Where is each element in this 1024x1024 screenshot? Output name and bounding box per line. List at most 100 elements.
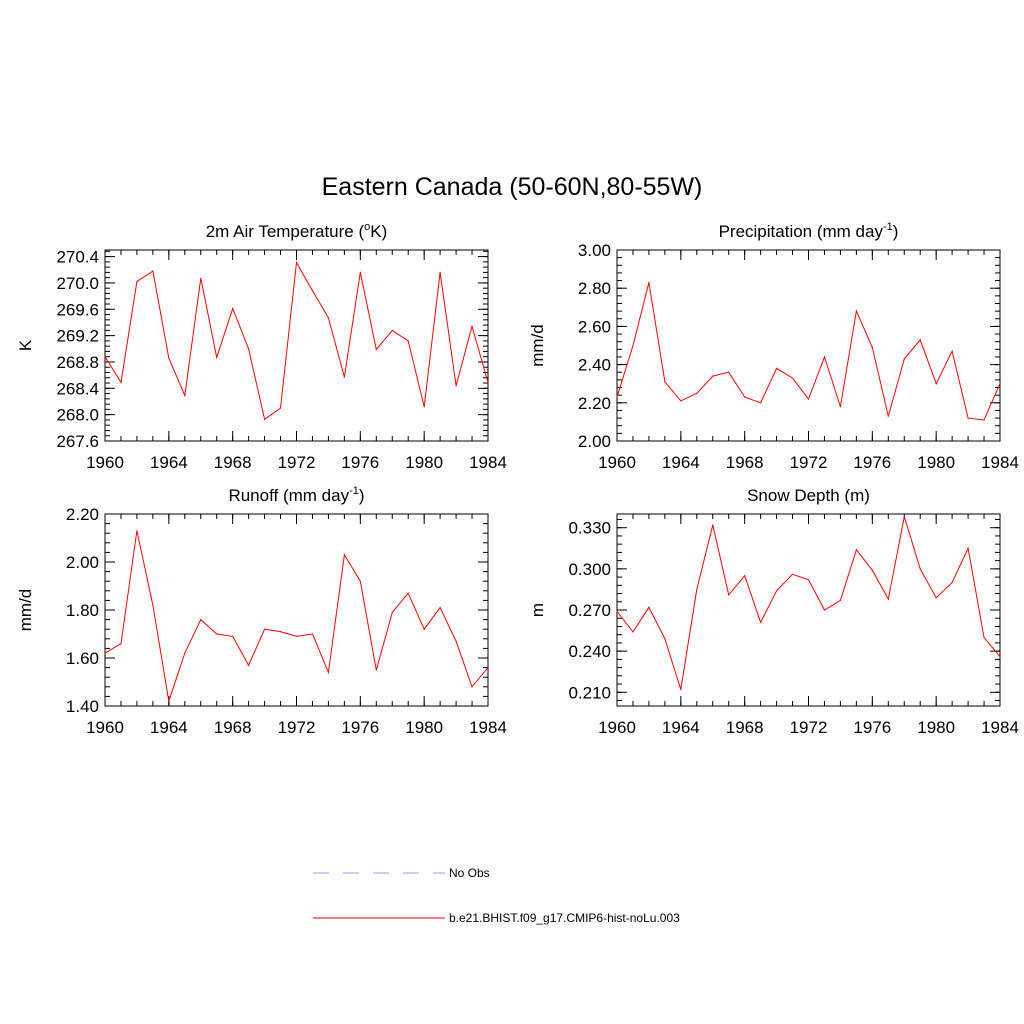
data-point [152,604,154,606]
data-point [327,317,330,319]
panels-group: 2m Air Temperature (oK) K 1960 1964 1968 1972… [16,221,1019,737]
data-point [728,594,730,596]
y-tick-label: 269.2 [56,327,99,346]
data-point [200,619,202,621]
data-point [648,606,650,608]
data-point [887,598,889,600]
y-axis-label: mm/d [16,589,35,632]
data-point [455,640,457,642]
data-point [775,590,778,592]
data-point [983,419,985,421]
series-line [104,260,489,421]
panel-title: 2m Air Temperature (oK) [206,221,388,241]
data-point [760,402,762,404]
panel-title-sup: o [364,221,370,233]
data-point [279,631,282,633]
plot-frame [104,249,489,442]
data-point [664,381,666,383]
data-point [471,325,473,327]
data-point [696,392,698,394]
data-point [455,385,457,387]
x-tick-label: 1972 [790,718,828,737]
data-point [887,415,889,417]
data-point [839,406,842,408]
x-tick-label: 1976 [341,718,379,737]
y-tick-label: 2.20 [578,394,611,413]
y-tick-label: 2.00 [66,553,99,572]
x-tick-label: 1960 [598,453,636,472]
data-point [744,575,746,577]
data-point [487,381,489,383]
data-point [423,628,425,630]
y-axis-label: K [16,339,35,351]
data-point [375,348,377,351]
panel-runoff: Runoff (mm day-1) mm/d 1960 1964 1968 1972 197… [16,485,507,737]
x-tick-label: 1964 [662,718,700,737]
data-point [967,547,969,549]
data-point [919,568,921,570]
panel-title-tail: K) [370,222,387,241]
data-point [184,394,186,397]
x-tick-label: 1976 [853,718,891,737]
data-point [839,599,842,602]
data-point [903,358,905,360]
data-point [439,607,441,609]
x-tick-label: 1968 [214,718,252,737]
y-tick-label: 268.4 [56,379,99,398]
data-point [664,638,666,640]
data-point [152,270,154,272]
y-tick-label: 2.60 [578,317,611,336]
y-tick-label: 269.6 [56,300,99,319]
x-tick-label: 1984 [981,718,1019,737]
data-point [791,377,794,379]
x-tick-label: 1980 [917,718,955,737]
data-point [407,340,409,342]
data-point [728,371,730,373]
x-tick-label: 1972 [278,453,316,472]
data-point [104,652,106,654]
data-point [983,636,985,639]
y-tick-label: 1.80 [66,601,99,620]
panel-title-tail: ) [359,486,365,505]
x-tick-label: 1960 [86,718,124,737]
data-point [680,400,682,402]
data-point [999,656,1001,658]
data-point [295,261,298,264]
data-point [632,631,634,633]
x-tick-label: 1968 [726,718,764,737]
data-point [136,281,138,283]
data-point [232,308,234,310]
x-tick-label: 1980 [405,718,443,737]
panel-temp: 2m Air Temperature (oK) K 1960 1964 1968 1972… [16,221,507,472]
data-point [359,271,361,273]
data-point [232,635,234,638]
data-point [871,569,873,571]
plot-frame [104,513,489,707]
data-point [471,686,473,688]
panel-precip: Precipitation (mm day-1) mm/d 1960 1964 1968… [528,221,1019,472]
y-tick-label: 268.0 [56,406,99,425]
data-point [760,621,762,623]
data-point [807,579,810,581]
x-tick-label: 1980 [405,453,443,472]
x-tick-label: 1960 [598,718,636,737]
data-point [375,669,377,671]
y-tick-label: 2.20 [66,505,99,524]
panel-title: Snow Depth (m) [747,486,870,505]
data-point [168,357,170,359]
data-point [855,310,857,312]
panel-title-text: Precipitation (mm day [719,222,884,241]
data-point [712,375,714,377]
y-axis-label: m [528,603,547,617]
panel-snow: Snow Depth (m) m 1960 1964 1968 1972 1976 1980 1… [528,486,1019,737]
x-tick-label: 1972 [790,453,828,472]
legend-label-no-obs: No Obs [449,866,490,880]
data-point [648,281,650,284]
data-point [263,418,266,420]
data-point [919,339,921,341]
data-point [439,271,441,273]
x-tick-label: 1964 [150,453,188,472]
data-point [343,554,345,556]
y-tick-label: 1.60 [66,649,99,668]
data-point [487,667,489,669]
